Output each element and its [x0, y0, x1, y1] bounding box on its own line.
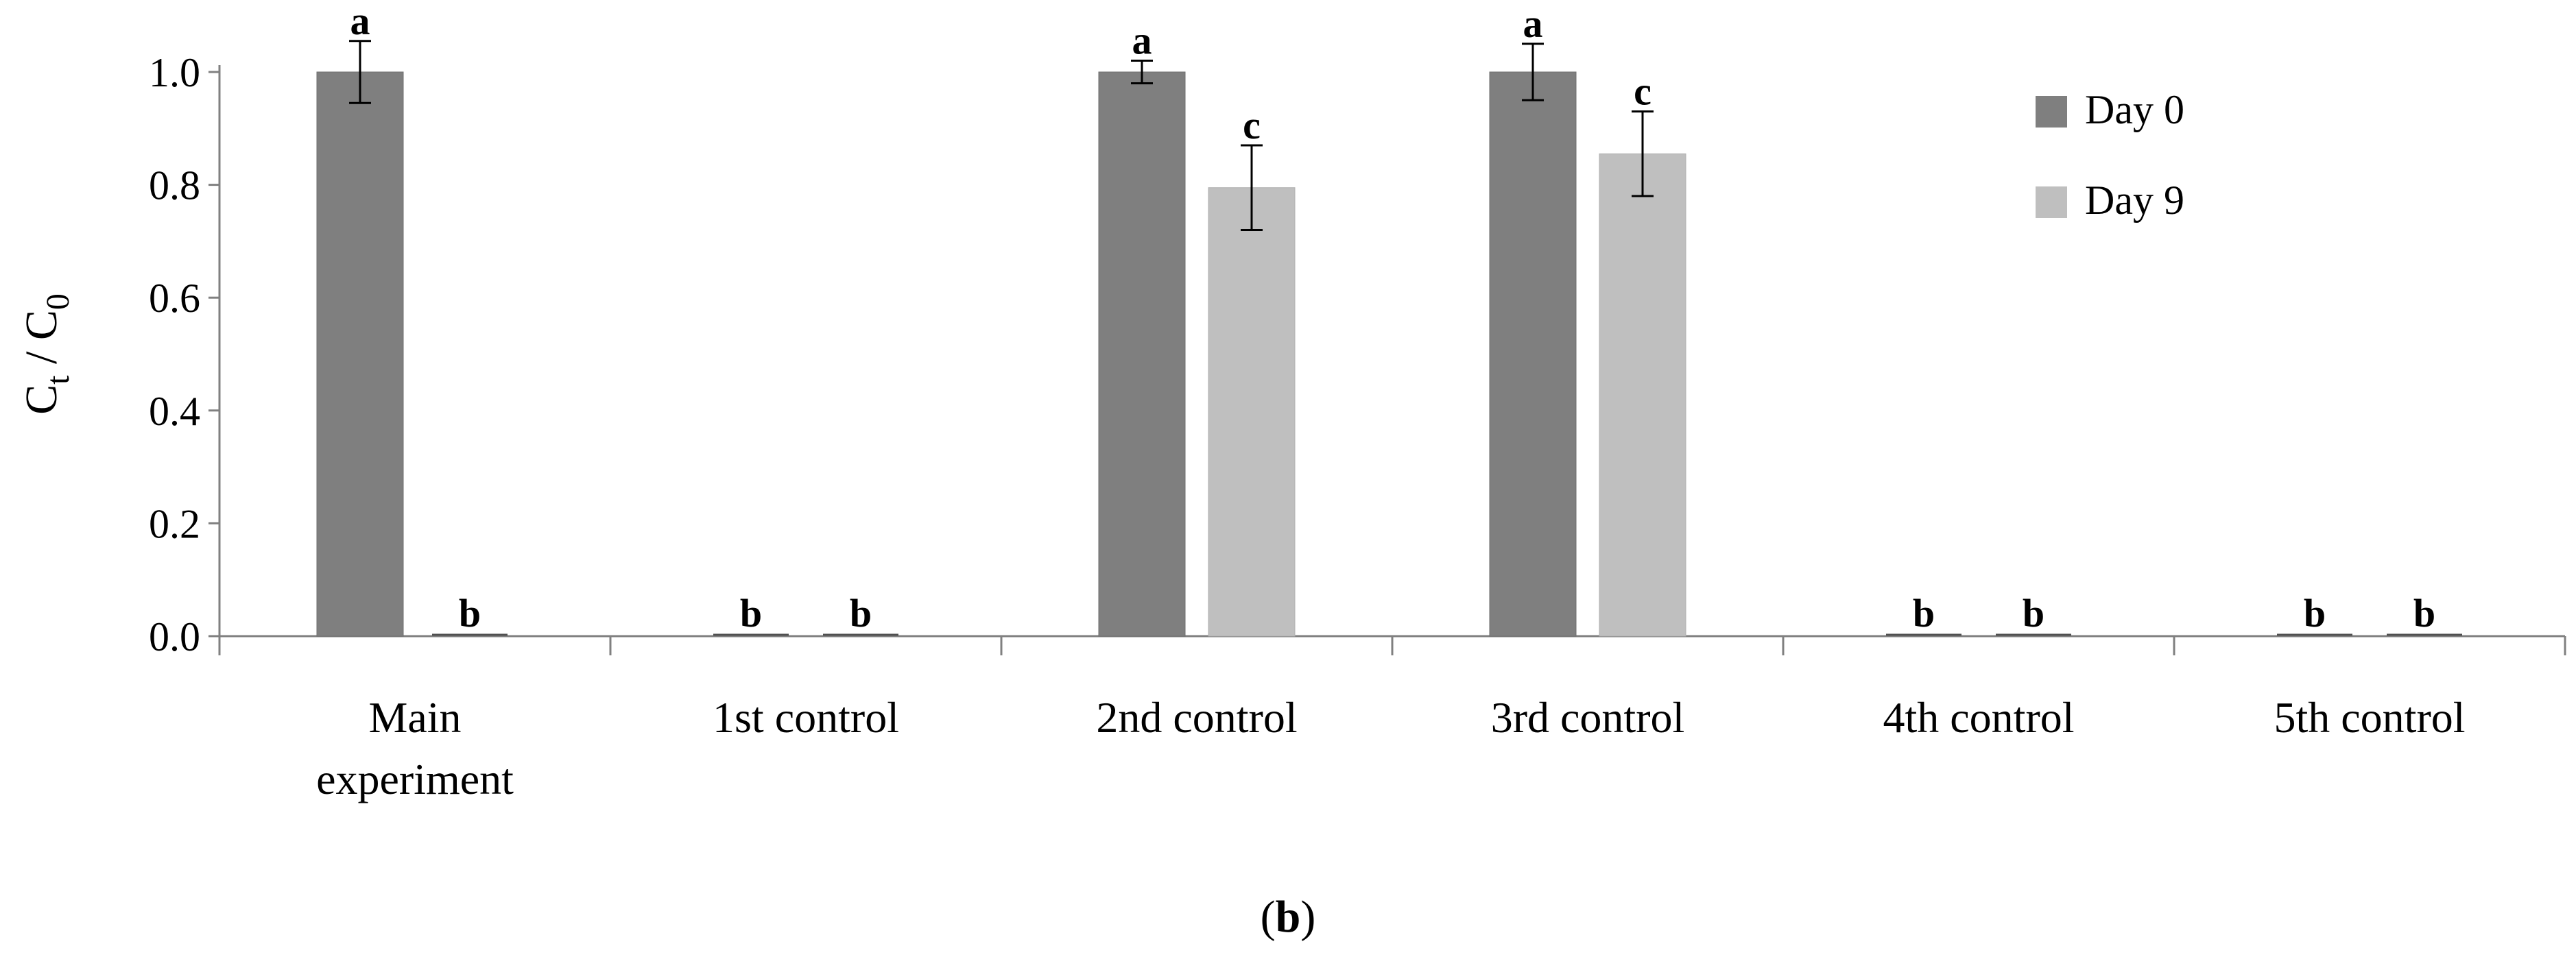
significance-letter: c	[1243, 103, 1261, 147]
bar	[316, 71, 404, 637]
figure-label-open: (	[1260, 892, 1276, 942]
significance-letter: a	[1523, 1, 1543, 46]
significance-letter: b	[2413, 591, 2435, 635]
x-category-label: 5th control	[2274, 693, 2465, 742]
significance-letter: b	[740, 591, 762, 635]
x-category-label: 3rd control	[1491, 693, 1685, 742]
y-tick-label: 0.0	[149, 614, 200, 659]
x-category-label: Main	[368, 693, 461, 742]
figure-label-close: )	[1300, 892, 1316, 942]
x-category-label: 1st control	[713, 693, 899, 742]
bar	[1208, 187, 1296, 637]
x-category-label: 2nd control	[1096, 693, 1297, 742]
y-axis-title: Ct / C0	[16, 293, 76, 415]
legend-swatch	[2036, 186, 2067, 218]
significance-letter: a	[1132, 19, 1152, 63]
significance-letter: b	[1913, 591, 1935, 635]
figure-label-letter: b	[1275, 892, 1301, 942]
legend-swatch	[2036, 96, 2067, 128]
y-tick-label: 0.4	[149, 389, 200, 434]
significance-letter: c	[1634, 69, 1651, 114]
significance-letter: b	[2023, 591, 2044, 635]
significance-letter: b	[2304, 591, 2326, 635]
figure-label: (b)	[0, 891, 2576, 943]
significance-letter: b	[459, 591, 481, 635]
significance-letter: a	[350, 0, 370, 43]
x-category-label: experiment	[316, 755, 514, 803]
bar	[1098, 71, 1186, 637]
y-tick-label: 0.2	[149, 501, 200, 546]
y-tick-label: 0.6	[149, 276, 200, 321]
bar	[1489, 71, 1577, 637]
legend-label: Day 9	[2085, 178, 2184, 223]
bar	[1599, 153, 1686, 637]
y-tick-label: 1.0	[149, 50, 200, 95]
x-category-label: 4th control	[1883, 693, 2074, 742]
legend-label: Day 0	[2085, 87, 2184, 132]
y-tick-label: 0.8	[149, 163, 200, 208]
significance-letter: b	[850, 591, 872, 635]
